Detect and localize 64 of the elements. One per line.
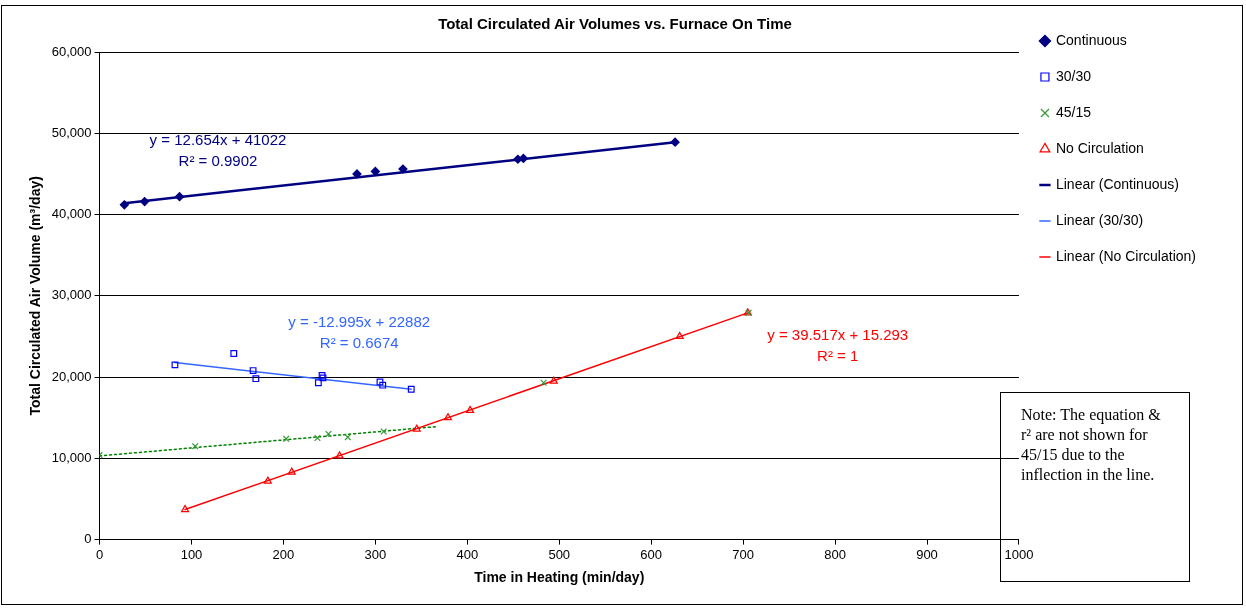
- y-tick-label: 30,000: [51, 287, 92, 303]
- point: [466, 405, 475, 413]
- point: [540, 379, 548, 387]
- point: [412, 424, 421, 432]
- y-tick-label: 60,000: [51, 43, 92, 59]
- annotation: R² = 0.9902: [178, 151, 258, 169]
- x-tick-label: 400: [456, 546, 479, 562]
- point: [352, 169, 362, 179]
- point: [318, 372, 326, 379]
- point: [675, 331, 684, 340]
- annotation: R² = 0.6674: [319, 334, 399, 352]
- text: Note: The equation & r² are not shown for 45/15 due to the inflection in the line.: [1021, 406, 1161, 483]
- y-tick-label: 50,000: [51, 124, 92, 140]
- chart-title: Total Circulated Air Volumes vs. Furnace On Time: [438, 15, 792, 33]
- point: [314, 434, 321, 442]
- x-tick-label: 800: [824, 546, 846, 562]
- x-tick-label: 500: [548, 546, 571, 562]
- annotation: y = -12.995x + 22882: [288, 313, 431, 331]
- legend-label: 30/30: [1055, 67, 1092, 84]
- point: [174, 192, 185, 202]
- y-tick-label: 10,000: [51, 449, 92, 465]
- point: [249, 367, 257, 374]
- annotation: R² = 1: [817, 347, 859, 365]
- legend-label: Linear (30/30): [1055, 211, 1144, 228]
- point: [171, 361, 179, 369]
- point: [670, 137, 680, 147]
- legend-label: Continuous: [1055, 31, 1127, 48]
- point: [119, 200, 129, 210]
- point: [287, 467, 296, 475]
- point: [230, 350, 238, 357]
- point: [376, 378, 384, 386]
- x-axis-title: Time in Heating (min/day): [474, 569, 645, 586]
- annotation: y = 39.517x + 15.293: [767, 326, 909, 344]
- point: [443, 413, 453, 421]
- x-tick-label: 600: [640, 546, 663, 562]
- y-tick-label: 20,000: [51, 368, 92, 384]
- x-tick-label: 700: [732, 546, 754, 562]
- y-tick-label: 0: [84, 531, 92, 547]
- y-tick-label: 40,000: [51, 206, 92, 222]
- point: [181, 504, 190, 513]
- point: [335, 451, 344, 459]
- point: [407, 385, 415, 393]
- x-tick-label: 1000: [1004, 546, 1034, 562]
- legend-label: Linear (Continuous): [1055, 175, 1179, 192]
- y-axis-title: Total Circulated Air Volume (m³/day): [27, 176, 44, 416]
- x-tick-label: 100: [180, 546, 203, 562]
- point: [325, 430, 332, 438]
- annotation: y = 12.654x + 41022: [149, 130, 287, 148]
- x-tick-label: 900: [916, 546, 938, 562]
- legend-label: Linear (No Circulation): [1055, 247, 1197, 264]
- point: [314, 379, 322, 387]
- x-tick-label: 0: [95, 546, 104, 562]
- point: [549, 376, 558, 384]
- point: [370, 166, 380, 177]
- point: [379, 381, 387, 389]
- point: [252, 375, 260, 383]
- legend-label: 45/15: [1055, 103, 1092, 120]
- legend-label: No Circulation: [1055, 139, 1144, 156]
- point: [263, 476, 272, 484]
- point: [380, 428, 388, 435]
- x-tick-label: 200: [272, 546, 295, 562]
- point: [319, 374, 327, 382]
- point: [140, 196, 150, 207]
- x-tick-label: 300: [364, 546, 387, 562]
